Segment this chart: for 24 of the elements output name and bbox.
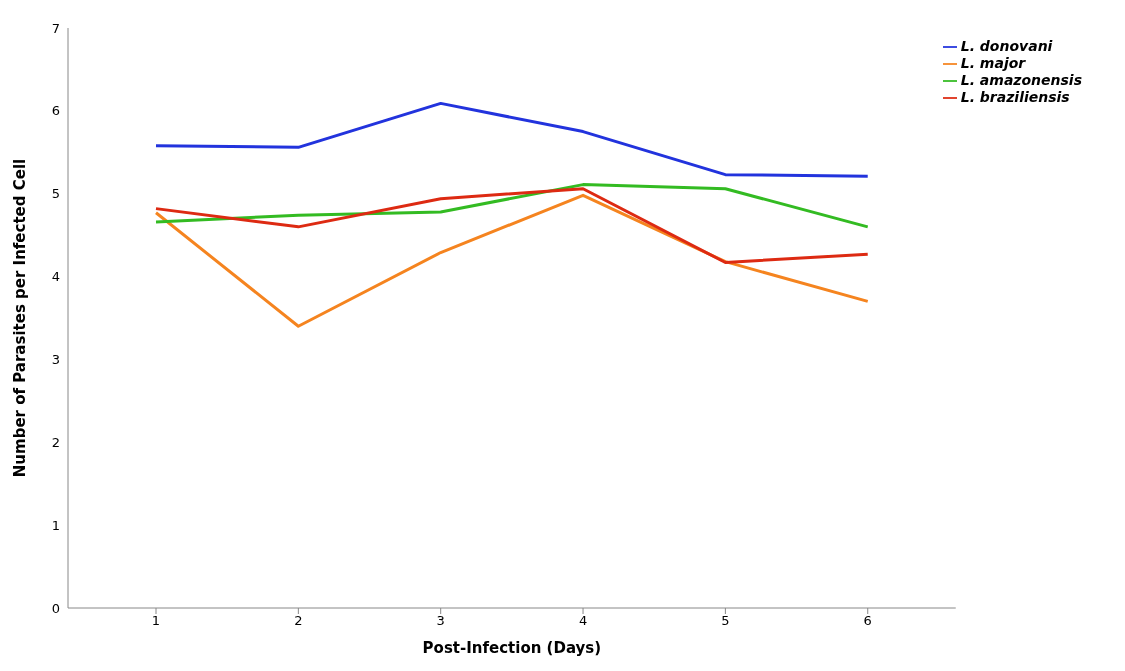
- x-tick-label: 4: [578, 613, 588, 629]
- line-series: [154, 101, 870, 178]
- y-tick-label: 1: [51, 517, 60, 533]
- line-series: [154, 187, 870, 264]
- y-tick-label: 2: [51, 434, 60, 450]
- line-series: [154, 183, 870, 229]
- line-series: [154, 193, 870, 328]
- y-tick-label: 0: [51, 600, 60, 616]
- x-tick-label: 1: [151, 613, 161, 629]
- y-tick-label: 7: [51, 20, 60, 36]
- x-tick-label: 3: [436, 613, 445, 629]
- legend-label: L. donovani: [960, 38, 1053, 54]
- y-tick-label: 3: [51, 352, 60, 368]
- y-tick-label: 4: [51, 269, 60, 285]
- legend-label: L. amazonensis: [960, 72, 1082, 88]
- x-tick-label: 6: [863, 613, 872, 629]
- x-tick-label: 5: [721, 613, 730, 629]
- legend-label: L. major: [960, 55, 1026, 71]
- x-tick-label: 2: [294, 613, 303, 629]
- y-tick-label: 5: [51, 186, 60, 202]
- x-axis-title: Post-Infection (Days): [422, 639, 602, 657]
- y-axis-title: Number of Parasites per Infected Cell: [11, 158, 30, 478]
- legend-label: L. braziliensis: [960, 89, 1070, 105]
- y-tick-label: 6: [51, 103, 60, 119]
